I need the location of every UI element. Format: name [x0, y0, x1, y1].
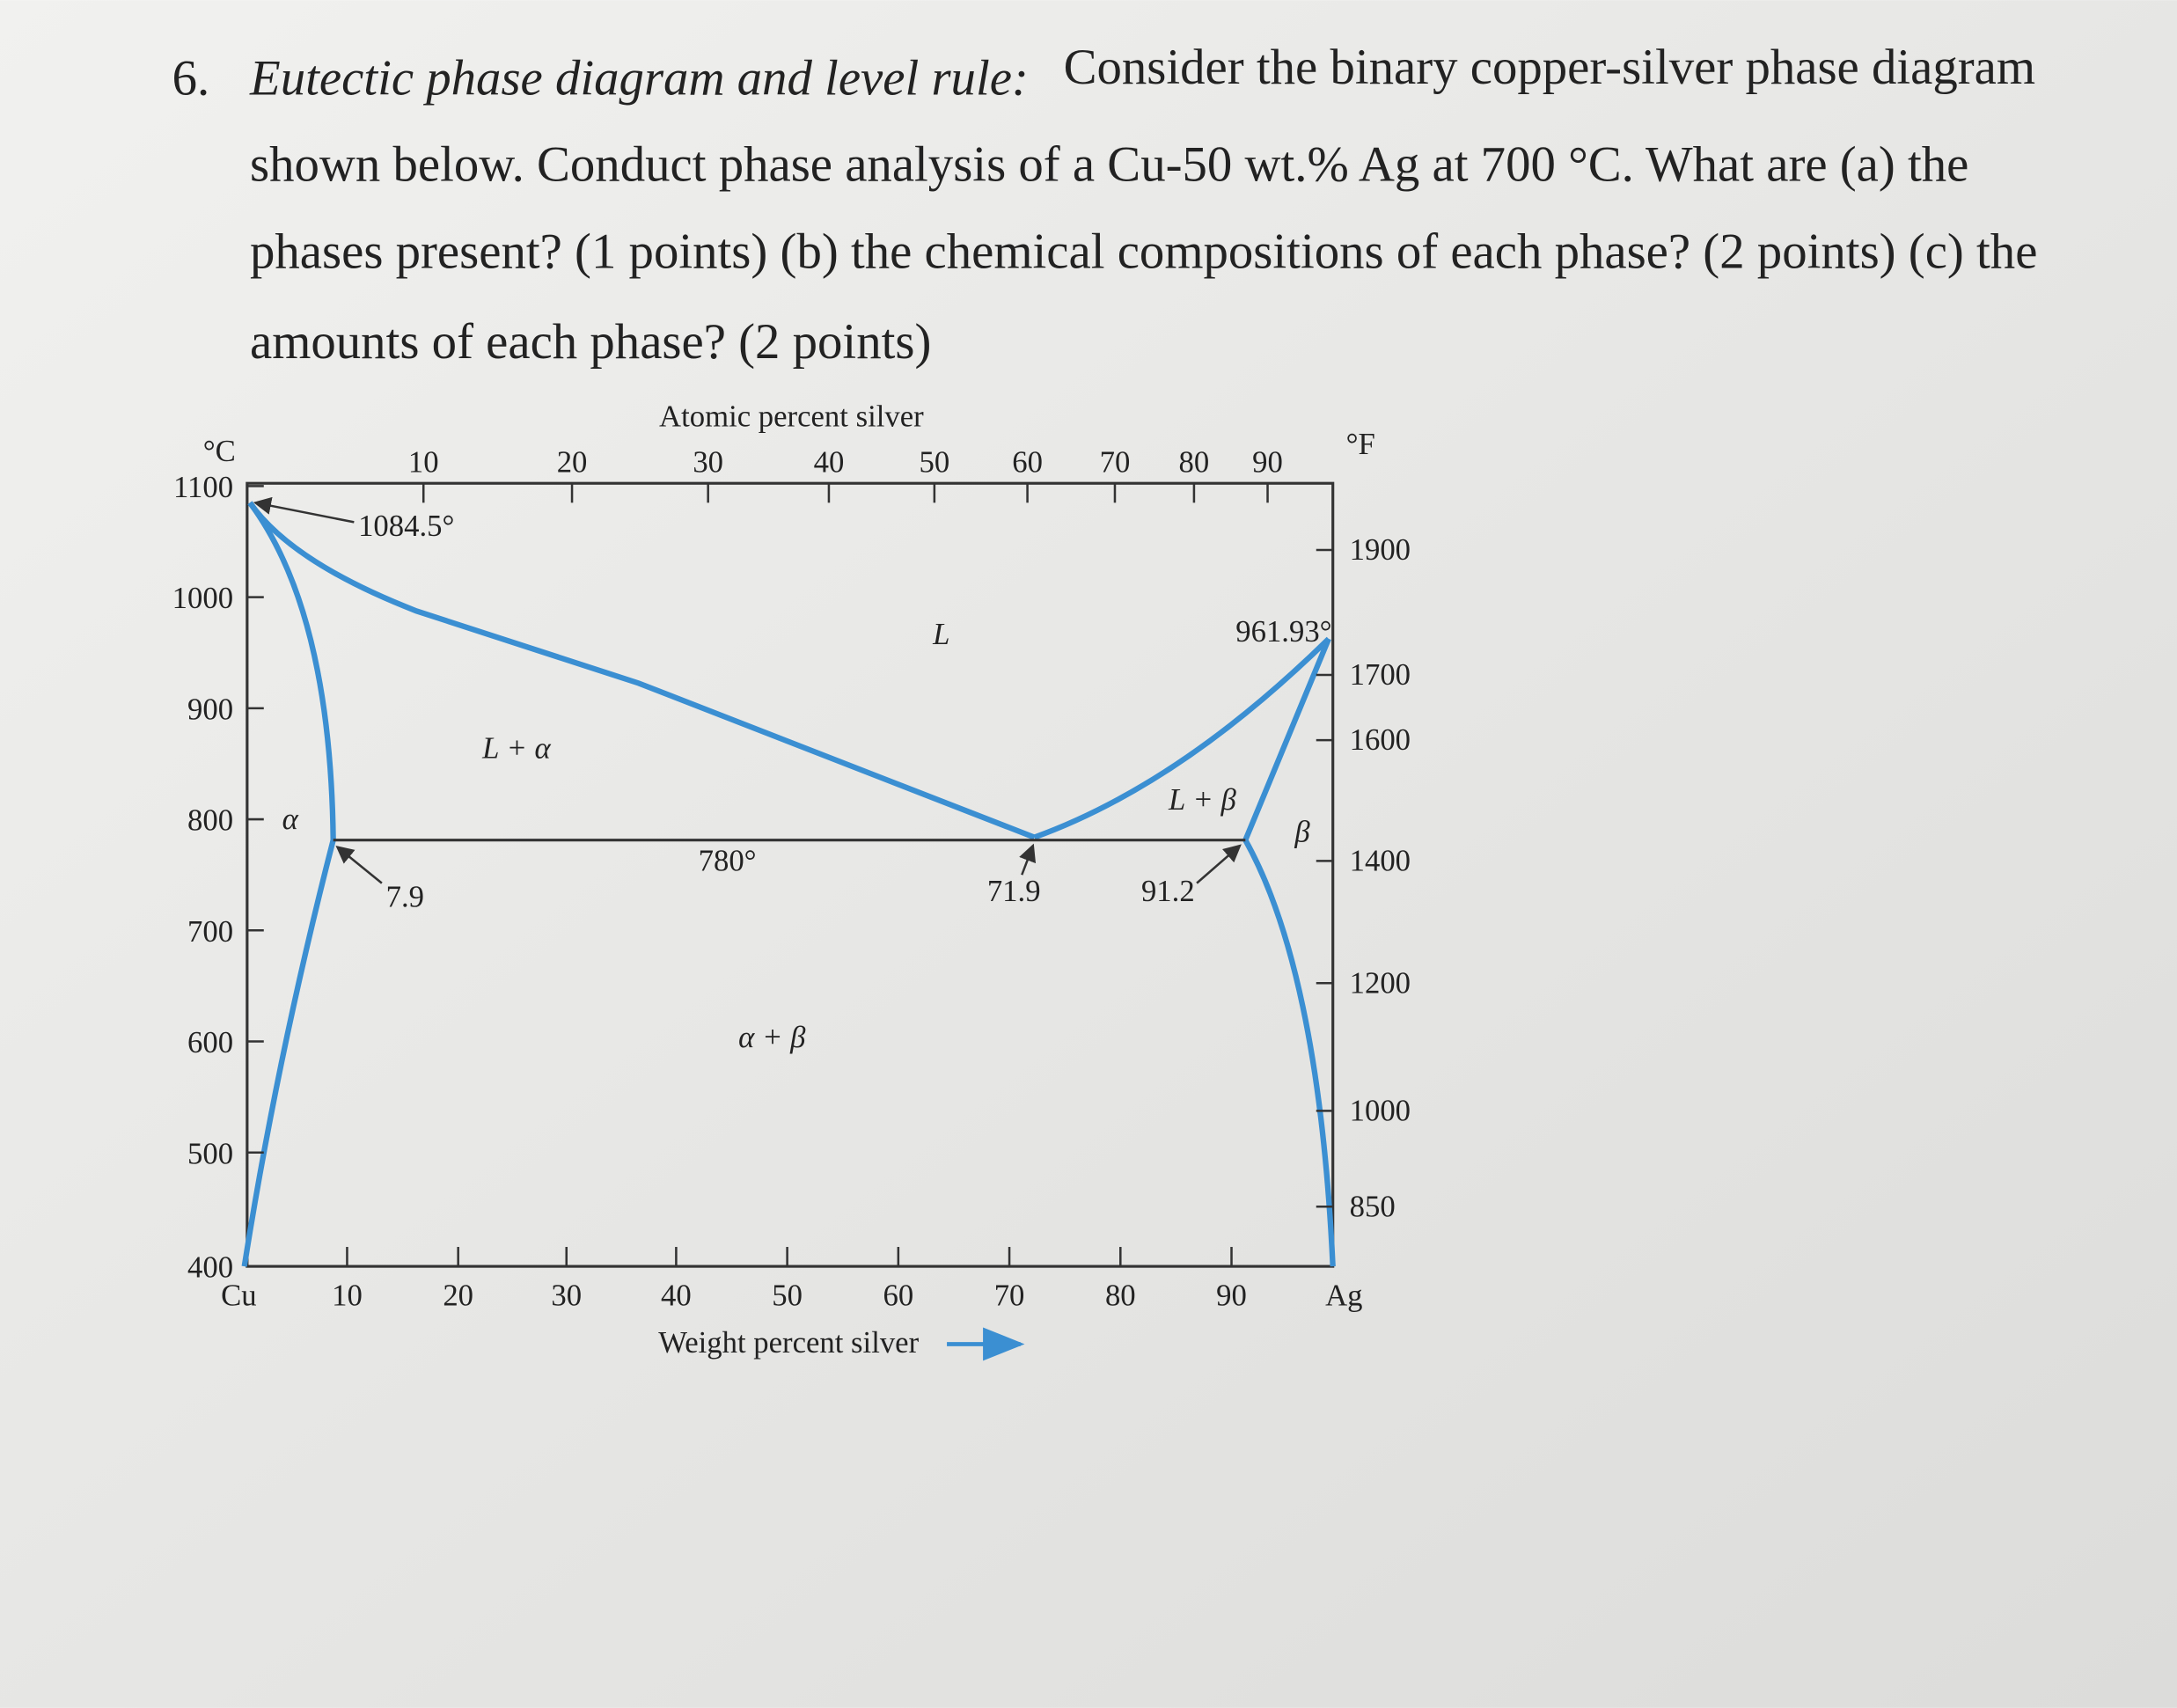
top-tick-label: 40	[814, 445, 845, 480]
top-axis-label: Atomic percent silver	[659, 400, 924, 434]
bottom-tick-label: 30	[551, 1278, 582, 1312]
top-tick-label: 50	[920, 445, 950, 480]
bottom-tick-label: 20	[443, 1278, 473, 1312]
solidus-beta	[1242, 637, 1331, 841]
question-line: amounts of each phase? (2 points)	[250, 314, 931, 370]
bottom-tick-label: Cu	[221, 1278, 257, 1312]
question-line: Consider the binary copper-silver phase …	[1064, 40, 2035, 95]
top-tick-label: 80	[1179, 445, 1210, 480]
annotation: 780°	[699, 843, 757, 877]
region-label: β	[1294, 814, 1310, 848]
solvus-alpha	[241, 839, 336, 1267]
bottom-tick-label: 50	[772, 1278, 803, 1312]
left-tick-label: 800	[187, 803, 233, 838]
right-unit: °F	[1346, 427, 1375, 461]
right-tick-label: 1400	[1350, 843, 1411, 877]
leader	[1019, 843, 1037, 876]
annotation: 961.93°	[1235, 614, 1331, 649]
annotation: 1084.5°	[358, 509, 454, 543]
bottom-tick-label: 60	[883, 1278, 913, 1312]
solvus-beta	[1242, 839, 1336, 1267]
top-tick-label: 90	[1252, 445, 1283, 480]
bottom-tick-label: 80	[1105, 1278, 1136, 1312]
leader	[1196, 844, 1242, 884]
bottom-axis-label: Weight percent silver	[658, 1325, 919, 1360]
leader	[335, 846, 383, 884]
right-tick-label: 1600	[1350, 722, 1411, 757]
left-tick-label: 400	[187, 1250, 233, 1285]
region-label: L + β	[1168, 782, 1236, 817]
region-label: L + α	[481, 731, 551, 766]
left-tick-label: 500	[187, 1136, 233, 1170]
right-tick-label: 1700	[1350, 657, 1411, 692]
left-tick-label: 1000	[172, 581, 233, 615]
top-tick-label: 10	[408, 445, 439, 480]
top-tick-label: 70	[1100, 445, 1131, 480]
bottom-tick-label: 90	[1216, 1278, 1247, 1312]
bottom-tick-label: Ag	[1325, 1278, 1362, 1312]
region-label: L	[932, 617, 949, 651]
leader	[253, 496, 355, 524]
liquidus-beta	[1033, 636, 1331, 840]
bottom-tick-label: 40	[661, 1278, 692, 1312]
top-tick-label: 60	[1012, 445, 1043, 480]
left-unit: °C	[203, 434, 236, 468]
right-tick-label: 1000	[1350, 1093, 1411, 1127]
right-tick-label: 850	[1350, 1189, 1396, 1223]
region-label: α + β	[738, 1020, 806, 1054]
right-tick-label: 1900	[1350, 532, 1411, 567]
question-line: shown below. Conduct phase analysis of a…	[250, 136, 1968, 192]
region-label: α	[282, 802, 299, 836]
left-tick-label: 600	[187, 1025, 233, 1059]
left-tick-label: 900	[187, 692, 233, 726]
bottom-tick-label: 70	[994, 1278, 1025, 1312]
annotation: 7.9	[386, 879, 424, 913]
left-tick-label: 1100	[173, 470, 233, 504]
plot-frame	[246, 481, 1335, 1268]
phase-diagram: Atomic percent silver Weight percent sil…	[172, 400, 1411, 1361]
question-title: Eutectic phase diagram and level rule:	[249, 50, 1029, 106]
solidus-alpha	[247, 501, 336, 840]
bottom-tick-label: 10	[332, 1278, 363, 1312]
left-tick-label: 700	[187, 914, 233, 949]
annotation: 71.9	[987, 874, 1041, 908]
top-tick-label: 20	[557, 445, 588, 480]
question: 6. Eutectic phase diagram and level rule…	[172, 40, 2038, 370]
question-number: 6.	[172, 50, 210, 106]
question-line: phases present? (1 points) (b) the chemi…	[250, 224, 2037, 280]
right-tick-label: 1200	[1350, 965, 1411, 1000]
top-tick-label: 30	[693, 445, 723, 480]
annotation: 91.2	[1141, 874, 1195, 908]
